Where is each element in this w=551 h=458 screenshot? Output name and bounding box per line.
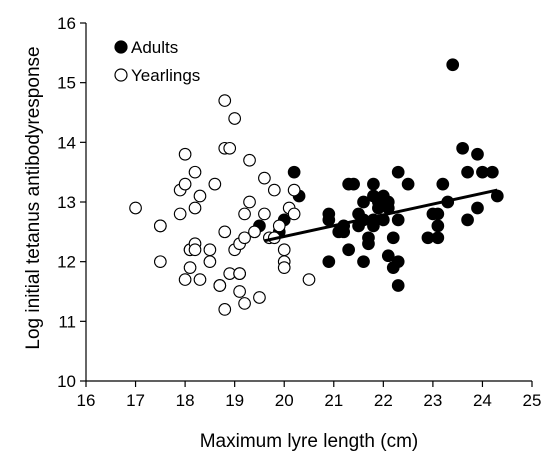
data-point-adults — [431, 219, 445, 233]
data-point-adults — [391, 213, 405, 227]
data-point-yearlings — [193, 189, 207, 203]
legend-marker-yearlings — [114, 68, 128, 82]
y-tick-label: 12 — [57, 253, 76, 272]
data-point-yearlings — [223, 141, 237, 155]
data-point-yearlings — [218, 94, 232, 107]
x-tick-label: 22 — [374, 391, 393, 410]
legend: Adults Yearlings — [114, 38, 200, 85]
data-point-adults — [337, 225, 351, 239]
y-tick-label: 15 — [57, 74, 76, 93]
data-point-yearlings — [267, 183, 281, 197]
data-point-yearlings — [153, 255, 167, 269]
data-point-yearlings — [243, 195, 256, 209]
data-point-adults — [471, 201, 484, 215]
data-point-adults — [486, 165, 499, 179]
data-point-yearlings — [243, 153, 256, 167]
x-tick-label: 18 — [176, 391, 195, 410]
data-point-yearlings — [188, 243, 202, 257]
data-point-yearlings — [153, 219, 167, 233]
x-tick-label: 24 — [473, 391, 492, 410]
data-point-adults — [381, 249, 395, 263]
data-point-yearlings — [178, 147, 192, 161]
data-point-yearlings — [188, 201, 202, 215]
y-tick-label: 14 — [57, 133, 76, 152]
data-point-yearlings — [287, 207, 301, 221]
y-tick-label: 11 — [58, 312, 76, 331]
data-point-yearlings — [218, 225, 232, 239]
data-points — [129, 58, 504, 316]
data-point-yearlings — [183, 261, 197, 274]
data-point-adults — [461, 213, 474, 227]
data-point-yearlings — [213, 279, 227, 292]
data-point-adults — [362, 231, 375, 245]
data-point-yearlings — [208, 177, 222, 191]
data-point-yearlings — [277, 243, 291, 257]
x-tick-label: 20 — [275, 391, 294, 410]
data-point-yearlings — [277, 261, 291, 274]
data-point-yearlings — [258, 171, 271, 185]
data-point-yearlings — [233, 267, 246, 280]
data-point-adults — [342, 243, 355, 257]
data-point-adults — [391, 255, 405, 269]
data-point-adults — [401, 177, 415, 191]
data-point-yearlings — [253, 291, 266, 304]
data-point-yearlings — [188, 165, 202, 179]
data-point-yearlings — [129, 201, 142, 215]
y-axis-title: Log initial tetanus antibodyresponse — [23, 46, 44, 349]
data-point-adults — [431, 207, 445, 221]
x-tick-label: 17 — [126, 391, 145, 410]
data-point-adults — [471, 147, 484, 161]
data-point-adults — [446, 58, 460, 72]
data-point-yearlings — [193, 273, 207, 286]
data-point-adults — [322, 207, 336, 221]
data-point-adults — [391, 165, 405, 179]
data-point-yearlings — [302, 273, 316, 286]
data-point-adults — [357, 195, 370, 209]
x-tick-label: 23 — [423, 391, 442, 410]
data-point-adults — [386, 231, 400, 245]
axes — [85, 23, 532, 382]
data-point-adults — [322, 255, 336, 269]
data-point-adults — [347, 177, 360, 191]
data-point-yearlings — [248, 225, 261, 239]
data-point-yearlings — [173, 207, 187, 221]
data-point-adults — [436, 177, 450, 191]
legend-marker-adults — [114, 40, 128, 54]
data-point-yearlings — [228, 112, 242, 125]
y-tick-label: 10 — [57, 372, 76, 391]
data-point-yearlings — [218, 303, 232, 316]
data-point-yearlings — [272, 219, 286, 233]
data-point-yearlings — [238, 207, 251, 221]
data-point-adults — [367, 177, 380, 191]
data-point-yearlings — [178, 273, 192, 286]
data-point-adults — [456, 141, 469, 155]
data-point-yearlings — [258, 207, 271, 221]
x-tick-label: 16 — [77, 391, 96, 410]
y-tick-label: 13 — [57, 193, 76, 212]
data-point-yearlings — [238, 297, 251, 310]
data-point-yearlings — [203, 243, 217, 257]
data-point-yearlings — [178, 177, 192, 191]
data-point-adults — [431, 231, 445, 245]
trendline-adults — [264, 188, 498, 243]
y-tick-label: 16 — [57, 14, 76, 33]
data-point-adults — [381, 195, 395, 209]
legend-label-adults: Adults — [131, 38, 178, 57]
data-point-yearlings — [238, 231, 251, 245]
x-tick-label: 19 — [225, 391, 244, 410]
legend-label-yearlings: Yearlings — [131, 66, 200, 85]
data-point-adults — [461, 165, 474, 179]
data-point-adults — [391, 279, 405, 292]
data-point-yearlings — [203, 255, 217, 269]
trendline-layer — [264, 188, 498, 243]
data-point-yearlings — [233, 285, 246, 298]
data-point-yearlings — [287, 183, 301, 197]
x-tick-label: 21 — [324, 391, 343, 410]
data-point-adults — [357, 255, 370, 269]
x-tick-label: 25 — [523, 391, 542, 410]
x-axis-title: Maximum lyre length (cm) — [200, 431, 419, 452]
data-point-adults — [287, 165, 301, 179]
axis-ticks: 16 17 18 19 20 21 22 23 24 25 10 11 12 13 14 15 16 — [57, 14, 541, 410]
